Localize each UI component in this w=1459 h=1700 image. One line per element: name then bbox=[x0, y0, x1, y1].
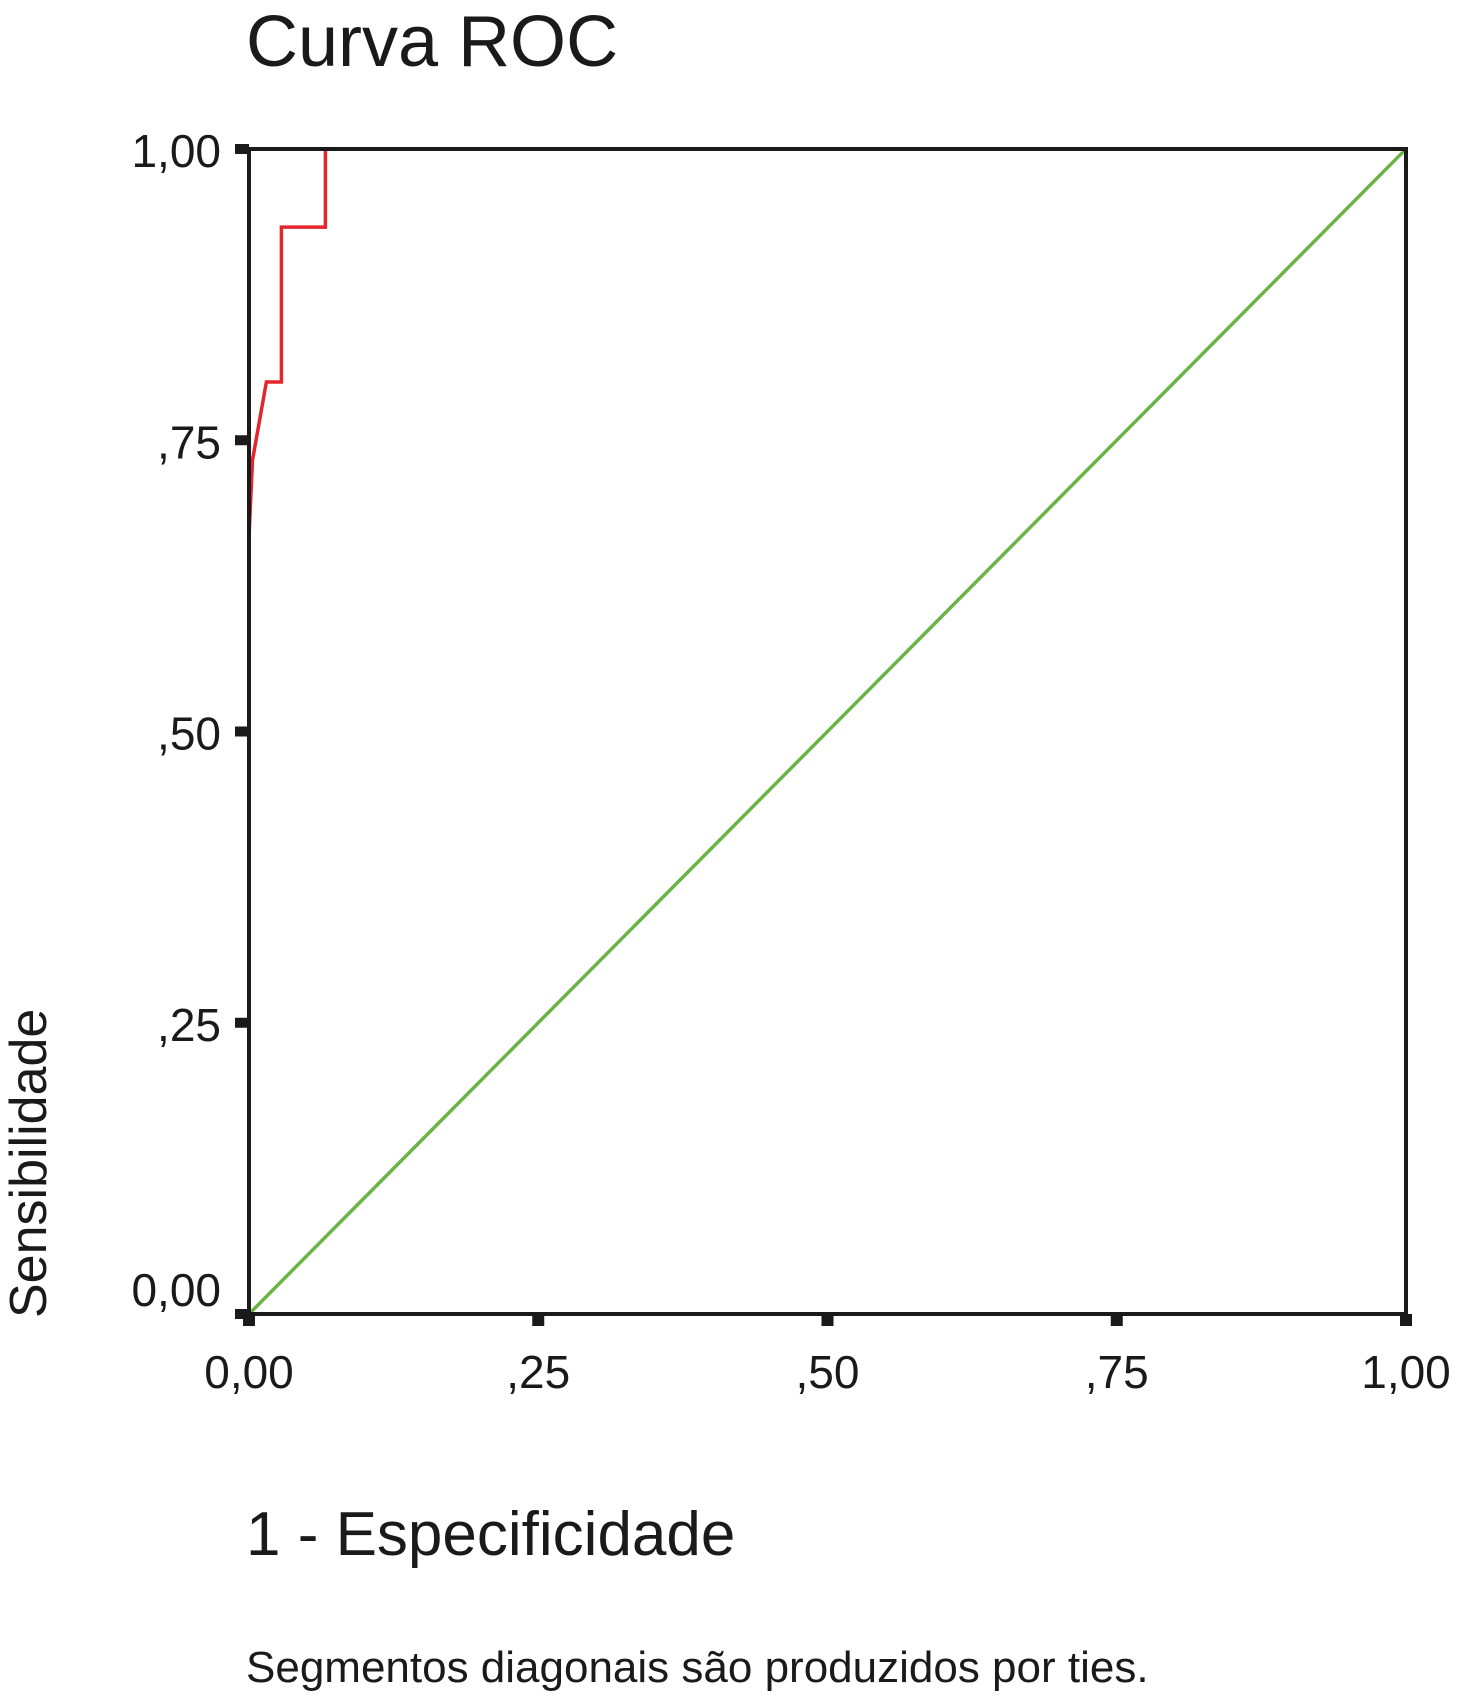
y-tick-label: ,25 bbox=[157, 999, 221, 1051]
y-tick-mark bbox=[235, 726, 249, 737]
y-tick-label: 1,00 bbox=[131, 125, 221, 177]
x-tick-mark bbox=[1110, 1314, 1123, 1326]
x-tick-mark bbox=[821, 1314, 834, 1326]
series-layer bbox=[247, 147, 1408, 1316]
y-tick-mark bbox=[235, 1309, 249, 1319]
y-tick-label: ,50 bbox=[157, 708, 221, 760]
y-axis: 0,00 ,25 ,50 ,75 1,00 bbox=[131, 125, 249, 1319]
chart-title: Curva ROC bbox=[246, 2, 618, 82]
y-tick-mark bbox=[235, 435, 249, 446]
y-tick-mark bbox=[235, 1017, 249, 1028]
x-tick-label: 0,00 bbox=[204, 1346, 294, 1398]
x-tick-label: ,75 bbox=[1085, 1346, 1149, 1398]
y-axis-label: Sensibilidade bbox=[0, 1009, 58, 1318]
footnote: Segmentos diagonais são produzidos por t… bbox=[246, 1643, 1149, 1692]
x-axis: 0,00 ,25 ,50 ,75 1,00 bbox=[204, 1314, 1451, 1398]
x-tick-mark bbox=[1400, 1314, 1412, 1326]
x-tick-label: ,50 bbox=[796, 1346, 860, 1398]
x-tick-mark bbox=[243, 1314, 255, 1326]
y-tick-mark bbox=[235, 144, 249, 154]
y-tick-label: 0,00 bbox=[131, 1264, 221, 1316]
x-tick-label: 1,00 bbox=[1361, 1346, 1451, 1398]
reference-diagonal-line bbox=[247, 147, 1408, 1316]
x-tick-label: ,25 bbox=[506, 1346, 570, 1398]
x-axis-label: 1 - Especificidade bbox=[246, 1500, 735, 1569]
y-tick-label: ,75 bbox=[157, 416, 221, 468]
x-tick-mark bbox=[532, 1314, 545, 1326]
